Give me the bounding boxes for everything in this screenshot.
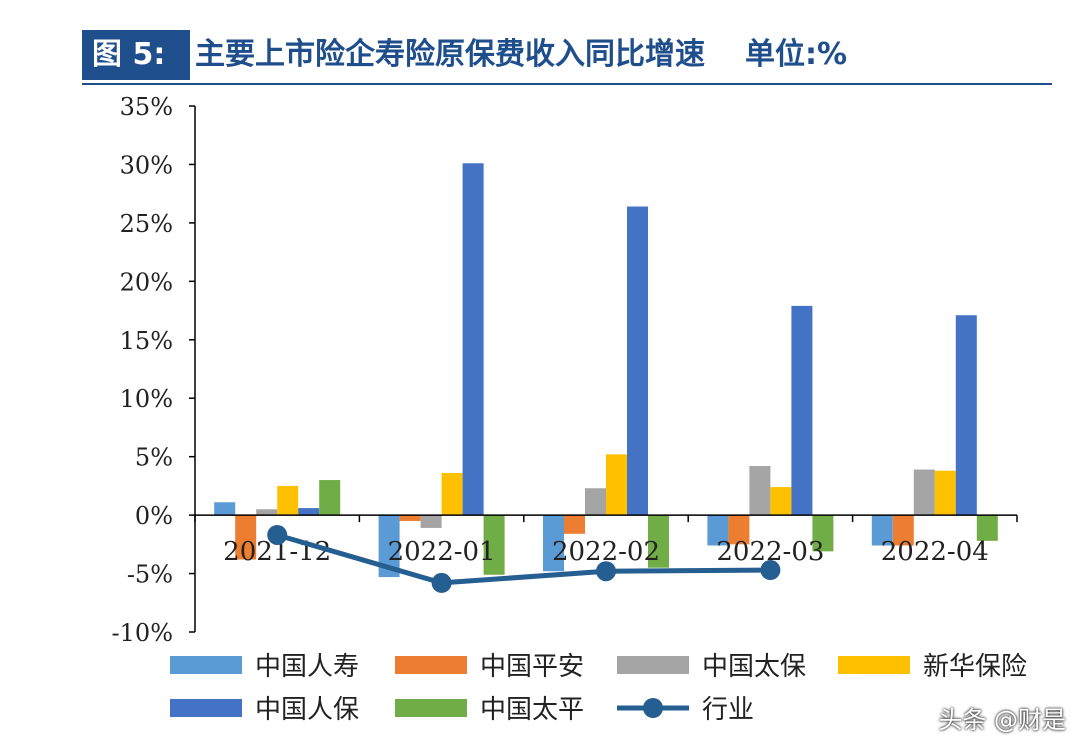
legend-swatch bbox=[170, 699, 242, 717]
chart-unit: 单位:% bbox=[745, 37, 848, 72]
bar bbox=[564, 515, 585, 534]
bar bbox=[606, 454, 627, 516]
y-tick-label: 5% bbox=[135, 444, 173, 472]
header-rule bbox=[82, 83, 1052, 85]
bar bbox=[214, 502, 236, 516]
bar bbox=[791, 305, 813, 516]
bar bbox=[728, 515, 750, 545]
bar bbox=[256, 509, 278, 516]
legend-label: 中国人寿 bbox=[255, 652, 359, 682]
legend-swatch bbox=[395, 656, 467, 674]
legend-label: 新华保险 bbox=[923, 652, 1027, 682]
bar bbox=[378, 515, 400, 578]
industry-point bbox=[431, 572, 452, 593]
bar bbox=[871, 515, 893, 546]
legend-swatch bbox=[170, 656, 242, 674]
bar bbox=[627, 206, 648, 516]
bar bbox=[277, 485, 299, 516]
legend-swatch bbox=[838, 656, 910, 674]
industry-line bbox=[276, 532, 771, 586]
industry-point bbox=[596, 561, 616, 582]
bar bbox=[934, 470, 956, 516]
x-tick-label: 2022-04 bbox=[881, 537, 989, 567]
bar bbox=[770, 487, 792, 516]
chart-title-text: 主要上市险企寿险原保费收入同比增速 bbox=[195, 37, 705, 72]
chart-header: 图 5: 主要上市险企寿险原保费收入同比增速 单位:% bbox=[82, 30, 1052, 85]
figure-tag: 图 5: bbox=[82, 30, 190, 80]
bar bbox=[483, 515, 505, 575]
y-tick-label: 35% bbox=[120, 93, 173, 121]
legend-label: 中国人保 bbox=[255, 695, 359, 725]
bar bbox=[976, 515, 998, 541]
bar bbox=[235, 515, 257, 560]
legend-label: 中国平安 bbox=[480, 652, 584, 682]
y-tick-label: 0% bbox=[135, 502, 173, 530]
watermark: 头条 @财是 bbox=[938, 706, 1066, 734]
y-tick-label: -5% bbox=[127, 561, 173, 589]
legend-line-marker bbox=[643, 698, 663, 718]
bar bbox=[648, 515, 669, 568]
bar bbox=[319, 480, 341, 516]
bar bbox=[462, 163, 484, 516]
bar bbox=[955, 315, 977, 516]
y-tick-label: 20% bbox=[120, 268, 173, 296]
industry-point bbox=[267, 524, 288, 545]
bar bbox=[441, 473, 463, 516]
y-tick-label: -10% bbox=[112, 619, 173, 647]
bar bbox=[913, 469, 935, 516]
legend-swatch bbox=[617, 656, 689, 674]
y-tick-label: 15% bbox=[120, 327, 173, 355]
legend-label: 行业 bbox=[702, 695, 754, 725]
legend-label: 中国太保 bbox=[702, 652, 806, 682]
bar bbox=[812, 515, 834, 552]
bar bbox=[298, 508, 320, 516]
y-tick-label: 10% bbox=[120, 385, 173, 413]
chart-title: 主要上市险企寿险原保费收入同比增速 单位:% bbox=[195, 30, 847, 80]
y-tick-label: 30% bbox=[120, 151, 173, 179]
bar bbox=[399, 515, 421, 521]
legend-swatch bbox=[395, 699, 467, 717]
x-tick-label: 2022-01 bbox=[388, 537, 496, 567]
bar bbox=[892, 515, 914, 546]
bar bbox=[749, 466, 771, 516]
industry-point bbox=[760, 560, 781, 581]
bar bbox=[707, 515, 729, 546]
bar bbox=[420, 515, 442, 528]
bar bbox=[585, 488, 606, 516]
bar bbox=[543, 515, 564, 572]
y-tick-label: 25% bbox=[120, 210, 173, 238]
legend-label: 中国太平 bbox=[480, 695, 584, 725]
